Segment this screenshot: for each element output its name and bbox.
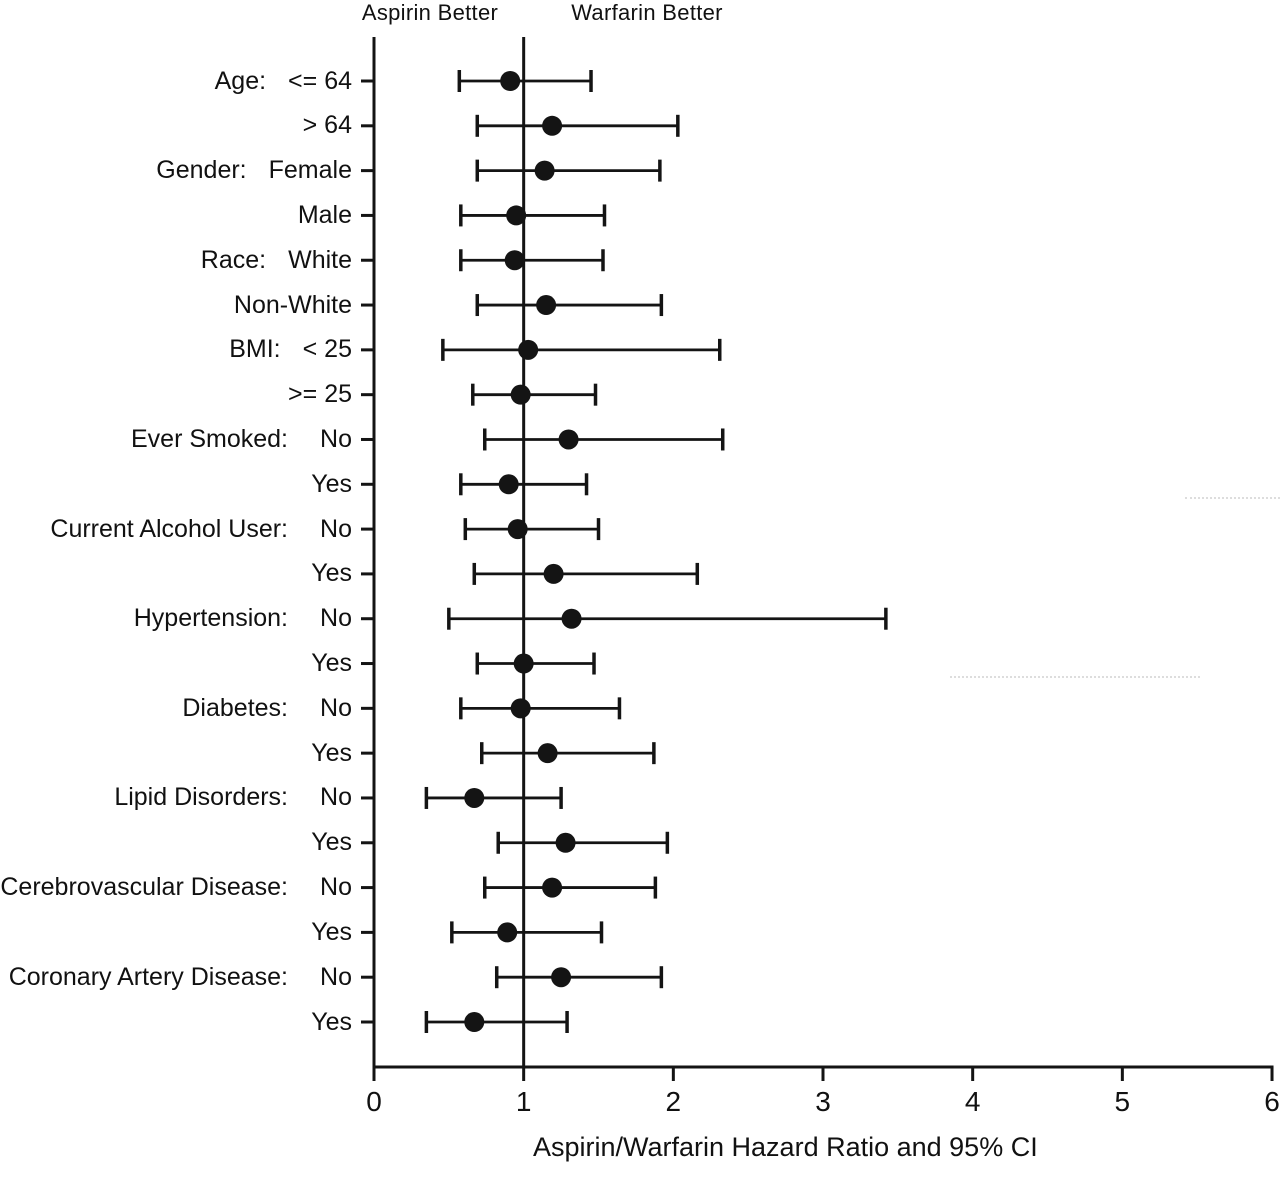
row-level-label: No xyxy=(320,783,352,812)
point-estimate xyxy=(543,563,564,584)
forest-row-label: Yes xyxy=(310,648,352,680)
forest-row-label: Hypertension: No xyxy=(134,603,352,635)
x-axis-title: Aspirin/Warfarin Hazard Ratio and 95% CI xyxy=(533,1132,1038,1162)
row-level-label: Yes xyxy=(311,559,352,588)
forest-row-label: Yes xyxy=(310,468,352,500)
forest-row-label: > 64 xyxy=(303,110,352,142)
row-level-label: <= 64 xyxy=(288,66,352,95)
point-estimate xyxy=(507,519,528,540)
point-estimate xyxy=(537,743,558,764)
forest-row-label: Non-White xyxy=(234,289,352,321)
x-axis-tick-label: 0 xyxy=(366,1086,382,1117)
forest-row-label: Diabetes: No xyxy=(182,692,352,724)
row-level-label: No xyxy=(320,962,352,991)
point-estimate xyxy=(504,250,525,271)
row-group-label: Cerebrovascular Disease: xyxy=(0,873,288,902)
point-estimate xyxy=(555,832,576,853)
point-estimate xyxy=(464,787,485,808)
forest-row-label: BMI: < 25 xyxy=(229,334,352,366)
row-level-label: Non-White xyxy=(233,290,352,319)
point-estimate xyxy=(542,877,563,898)
forest-row-label: >= 25 xyxy=(288,379,352,411)
scan-artifact-line xyxy=(950,676,1200,678)
row-level-label: No xyxy=(320,604,352,633)
row-level-label: Yes xyxy=(311,828,352,857)
row-level-label: Yes xyxy=(311,469,352,498)
row-level-label: No xyxy=(320,514,352,543)
row-level-label: >= 25 xyxy=(288,380,352,409)
point-estimate xyxy=(506,205,527,226)
row-group-label: Hypertension: xyxy=(133,604,288,633)
row-level-label: White xyxy=(288,245,352,274)
row-level-label: Female xyxy=(268,156,352,185)
row-level-label: No xyxy=(320,424,352,453)
forest-row-label: Age: <= 64 xyxy=(215,65,352,97)
forest-row-label: Cerebrovascular Disease: No xyxy=(0,872,352,904)
left-column-header: Aspirin Better xyxy=(361,0,499,25)
point-estimate xyxy=(513,653,534,674)
x-axis-tick-label: 1 xyxy=(515,1086,532,1117)
point-estimate xyxy=(536,295,557,316)
forest-row-label: Lipid Disorders: No xyxy=(114,782,352,814)
row-level-label: > 64 xyxy=(302,111,352,140)
forest-row-label: Yes xyxy=(310,558,352,590)
row-group-label: Diabetes: xyxy=(182,693,288,722)
right-column-header: Warfarin Better xyxy=(571,0,723,25)
point-estimate xyxy=(510,384,531,405)
forest-row-label: Yes xyxy=(310,916,352,948)
forest-row-label: Yes xyxy=(310,1006,352,1038)
row-group-label: Age: xyxy=(214,66,267,95)
point-estimate xyxy=(497,922,518,943)
scan-artifact-line xyxy=(1185,497,1280,499)
row-group-label: Race: xyxy=(200,245,267,274)
point-estimate xyxy=(500,71,521,91)
x-axis-tick-label: 3 xyxy=(815,1086,831,1117)
forest-row-label: Ever Smoked: No xyxy=(131,423,352,455)
row-group-label: Current Alcohol User: xyxy=(50,514,288,543)
point-estimate xyxy=(534,160,555,181)
point-estimate xyxy=(498,474,519,495)
row-group-label: Ever Smoked: xyxy=(130,424,288,453)
row-level-label: Yes xyxy=(311,917,352,946)
row-group-label: BMI: xyxy=(229,335,281,364)
forest-row-label: Race: White xyxy=(201,244,352,276)
point-estimate xyxy=(510,698,531,719)
x-axis-tick-label: 5 xyxy=(1114,1086,1131,1117)
row-level-label: Yes xyxy=(311,738,352,767)
forest-row-label: Yes xyxy=(310,737,352,769)
point-estimate xyxy=(542,115,563,136)
point-estimate xyxy=(464,1012,485,1033)
point-estimate xyxy=(518,339,539,360)
row-group-label: Gender: xyxy=(156,156,247,185)
forest-row-label: Current Alcohol User: No xyxy=(50,513,352,545)
x-axis-tick-label: 2 xyxy=(665,1086,682,1117)
row-group-label: Coronary Artery Disease: xyxy=(8,962,288,991)
row-level-label: Yes xyxy=(311,649,352,678)
forest-row-label: Gender: Female xyxy=(156,155,352,187)
row-level-label: No xyxy=(320,693,352,722)
row-group-label: Lipid Disorders: xyxy=(114,783,288,812)
point-estimate xyxy=(558,429,579,450)
point-estimate xyxy=(561,608,582,629)
point-estimate xyxy=(551,967,572,988)
row-level-label: Male xyxy=(297,200,352,229)
forest-row-label: Yes xyxy=(310,827,352,859)
x-axis-tick-label: 6 xyxy=(1264,1086,1280,1117)
row-level-label: No xyxy=(320,873,352,902)
forest-row-label: Coronary Artery Disease: No xyxy=(9,961,352,993)
x-axis-tick-label: 4 xyxy=(964,1086,981,1117)
forest-row-label: Male xyxy=(298,199,352,231)
row-level-label: Yes xyxy=(311,1007,352,1036)
row-level-label: < 25 xyxy=(302,335,352,364)
